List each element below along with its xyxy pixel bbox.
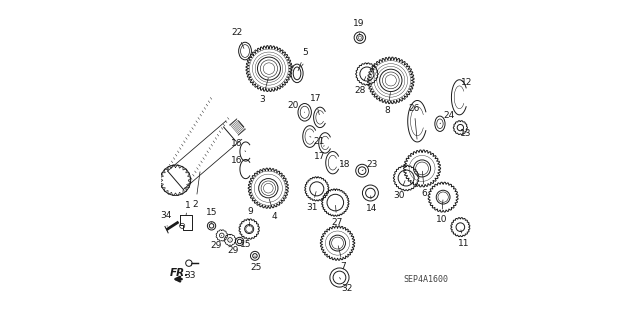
- Text: 16: 16: [231, 139, 246, 152]
- Text: 16: 16: [231, 156, 243, 165]
- Text: 17: 17: [310, 94, 321, 115]
- Text: 3: 3: [260, 78, 268, 104]
- Text: 7: 7: [338, 246, 346, 271]
- Text: FR.: FR.: [170, 268, 189, 278]
- Text: 23: 23: [362, 160, 378, 171]
- Text: 18: 18: [339, 160, 351, 169]
- Text: 20: 20: [288, 101, 305, 112]
- Text: 2: 2: [193, 172, 200, 209]
- Text: 29: 29: [228, 240, 239, 255]
- Text: 15: 15: [239, 240, 251, 249]
- Text: 21: 21: [310, 137, 325, 146]
- Text: 24: 24: [440, 111, 454, 124]
- Text: 13: 13: [460, 129, 472, 138]
- Text: 15: 15: [207, 208, 218, 223]
- Text: 9: 9: [247, 207, 253, 226]
- Text: 30: 30: [394, 181, 405, 200]
- Text: 34: 34: [160, 211, 172, 226]
- Text: 25: 25: [251, 256, 262, 271]
- Text: 10: 10: [436, 200, 447, 224]
- Text: 27: 27: [332, 205, 342, 227]
- Text: 11: 11: [458, 230, 469, 248]
- Text: 1: 1: [185, 201, 191, 215]
- Text: 31: 31: [307, 191, 318, 212]
- Text: 32: 32: [339, 278, 353, 293]
- Text: 8: 8: [385, 93, 390, 115]
- Text: 29: 29: [211, 235, 221, 250]
- Text: 17: 17: [314, 145, 326, 161]
- Text: SEP4A1600: SEP4A1600: [403, 275, 448, 284]
- Text: 33: 33: [184, 263, 196, 280]
- Text: 6: 6: [422, 171, 428, 198]
- Text: 19: 19: [353, 19, 364, 35]
- Text: 28: 28: [354, 77, 366, 95]
- Text: 4: 4: [269, 199, 278, 221]
- Text: 12: 12: [461, 78, 472, 87]
- Text: 5: 5: [298, 48, 308, 71]
- Text: 14: 14: [366, 196, 378, 213]
- Text: 26: 26: [408, 104, 420, 139]
- Text: 22: 22: [232, 28, 244, 48]
